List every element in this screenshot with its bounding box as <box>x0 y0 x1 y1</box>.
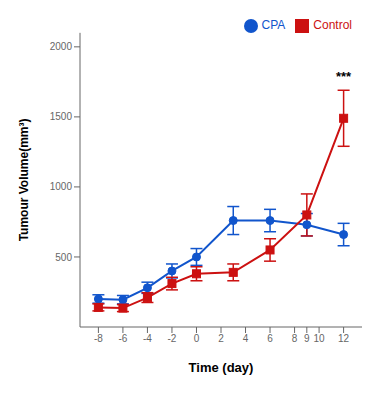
svg-text:-4: -4 <box>143 333 152 344</box>
svg-text:-8: -8 <box>94 333 103 344</box>
html-text:CPA: CPA <box>261 18 286 32</box>
svg-text:1500: 1500 <box>50 111 73 122</box>
svg-text:1000: 1000 <box>50 181 73 192</box>
svg-text:-6: -6 <box>118 333 127 344</box>
svg-text:6: 6 <box>267 333 273 344</box>
svg-text:12: 12 <box>338 333 350 344</box>
svg-text:500: 500 <box>55 252 72 263</box>
svg-text:4: 4 <box>243 333 249 344</box>
svg-text:0: 0 <box>194 333 200 344</box>
svg-text:Tumour Volume(mm³): Tumour Volume(mm³) <box>17 118 31 241</box>
svg-text:Time (day): Time (day) <box>189 360 254 375</box>
svg-text:2: 2 <box>218 333 224 344</box>
svg-text:8: 8 <box>292 333 298 344</box>
html-text:Control: Control <box>313 18 352 32</box>
svg-text:-2: -2 <box>168 333 177 344</box>
svg-text:2000: 2000 <box>50 41 73 52</box>
svg-text:10: 10 <box>314 333 326 344</box>
svg-text:9: 9 <box>304 333 310 344</box>
svg-text:***: *** <box>336 69 352 84</box>
